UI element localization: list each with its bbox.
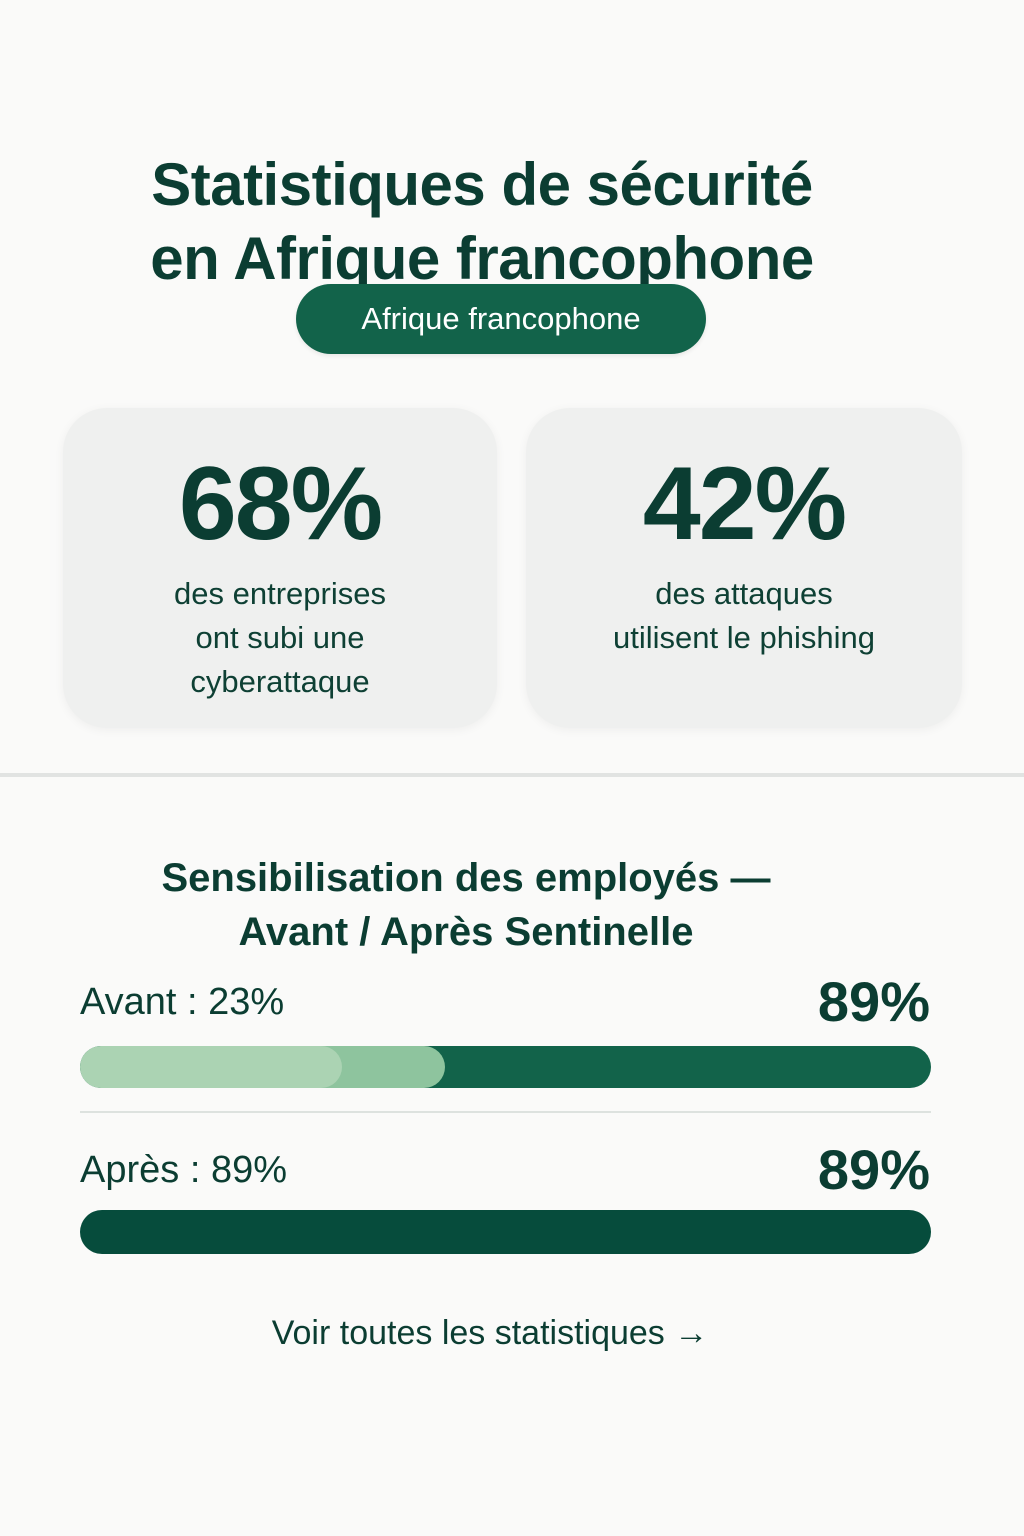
page-title-line-1: Statistiques de sécurité <box>151 151 813 219</box>
view-all-statistics-label: Voir toutes les statistiques <box>271 1314 665 1352</box>
after-label: Après : 89% <box>80 1149 287 1191</box>
section-divider <box>0 773 1024 777</box>
view-all-statistics-link[interactable]: Voir toutes les statistiques → <box>0 1310 980 1356</box>
stat-value: 68% <box>178 446 383 562</box>
stat-card-companies-attacked: 68% des entreprises ont subi une cyberat… <box>63 408 497 728</box>
stat-description-line: des entreprises <box>174 576 386 611</box>
awareness-section-title: Sensibilisation des employés — Avant / A… <box>126 851 806 959</box>
awareness-title-line-2: Avant / Après Sentinelle <box>238 910 694 955</box>
awareness-title-line-1: Sensibilisation des employés — <box>161 856 771 901</box>
stat-card-phishing: 42% des attaques utilisent le phishing <box>526 408 962 728</box>
after-progress-bar <box>80 1210 931 1254</box>
before-progress-bar <box>80 1046 931 1088</box>
stat-description: des attaques utilisent le phishing <box>526 572 962 660</box>
region-badge[interactable]: Afrique francophone <box>296 284 706 354</box>
stat-description-line: utilisent le phishing <box>613 620 875 655</box>
after-value: 89% <box>817 1138 930 1201</box>
row-divider <box>80 1111 931 1113</box>
stat-description-line: des attaques <box>655 576 833 611</box>
before-label: Avant : 23% <box>80 981 285 1023</box>
page-title-line-2: en Afrique francophone <box>150 225 814 293</box>
before-progress-segment-fill <box>80 1046 342 1088</box>
arrow-right-icon: → <box>674 1314 709 1352</box>
stat-description-line: ont subi une <box>195 620 365 655</box>
stat-description: des entreprises ont subi une cyberattaqu… <box>63 572 497 704</box>
page-title: Statistiques de sécurité en Afrique fran… <box>0 148 964 296</box>
stat-value: 42% <box>642 446 847 562</box>
before-value: 89% <box>817 970 930 1033</box>
stat-description-line: cyberattaque <box>190 664 370 699</box>
